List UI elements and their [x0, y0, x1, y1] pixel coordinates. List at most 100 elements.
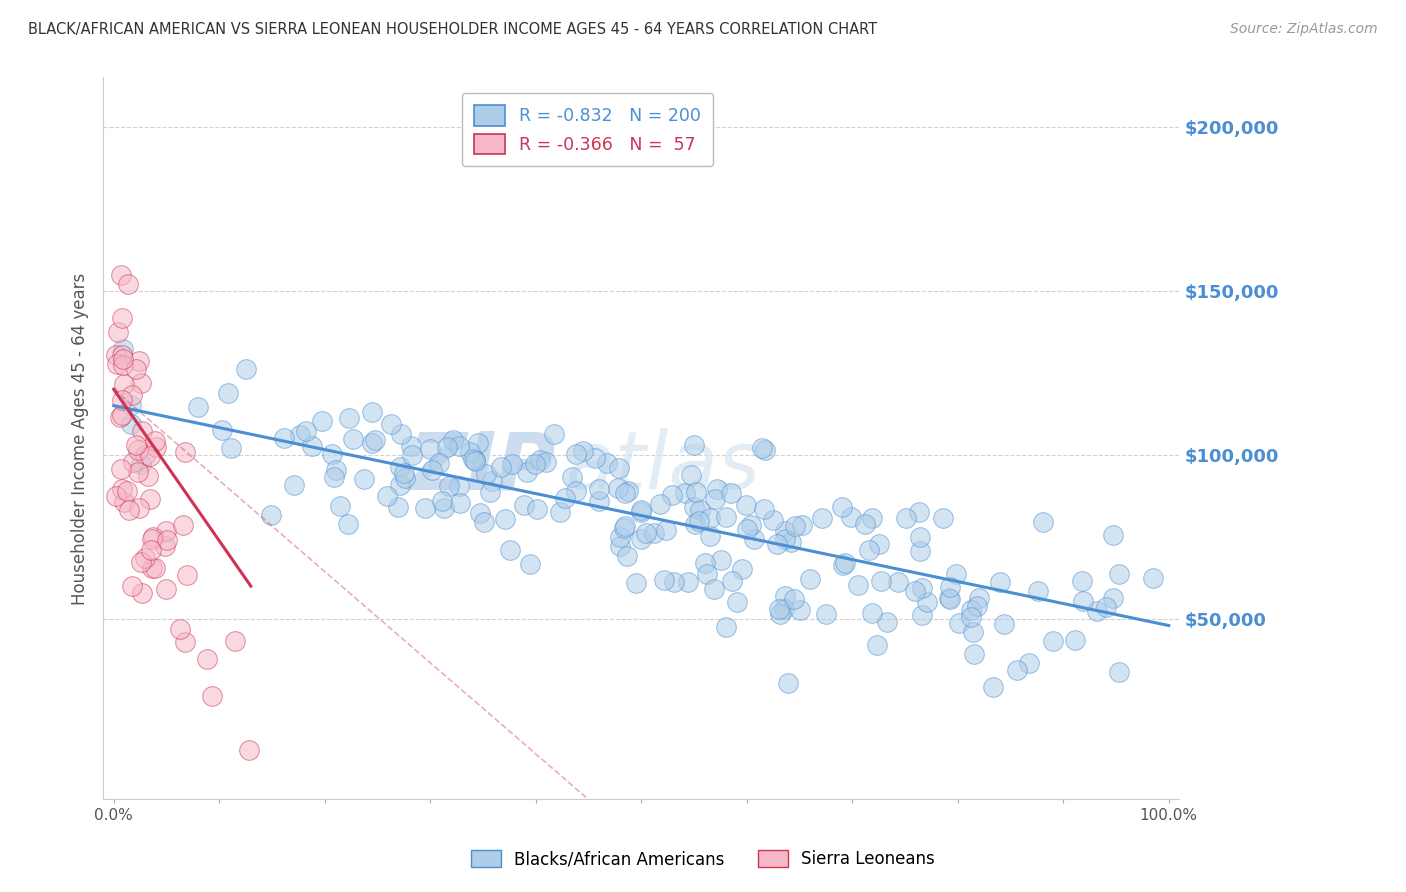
Point [491, 459, 513, 474]
Point [238, 743, 260, 757]
Point [630, 532, 652, 546]
Point [683, 500, 706, 514]
Point [464, 453, 486, 467]
Point [187, 400, 209, 414]
Point [693, 556, 716, 570]
Point [1064, 633, 1087, 648]
Point [696, 566, 718, 581]
Point [107, 325, 129, 339]
Point [105, 348, 128, 362]
Point [613, 519, 636, 533]
Point [413, 500, 436, 515]
Point [145, 561, 167, 575]
Point [375, 489, 398, 503]
Point [945, 567, 967, 582]
Point [832, 558, 855, 572]
Point [475, 467, 498, 481]
Point [437, 479, 460, 493]
Point [111, 342, 134, 356]
Point [887, 575, 910, 590]
Point [481, 474, 503, 488]
Point [588, 482, 610, 496]
Point [839, 510, 862, 524]
Point [364, 434, 387, 448]
Point [662, 575, 685, 590]
Y-axis label: Householder Income Ages 45 - 64 years: Householder Income Ages 45 - 64 years [72, 272, 89, 605]
Point [131, 424, 153, 438]
Point [765, 537, 787, 551]
Point [129, 458, 152, 472]
Legend: Blacks/African Americans, Sierra Leoneans: Blacks/African Americans, Sierra Leonean… [464, 843, 942, 875]
Point [127, 466, 149, 480]
Point [966, 599, 988, 613]
Point [714, 510, 737, 524]
Point [981, 680, 1004, 694]
Point [499, 543, 522, 558]
Point [1108, 665, 1130, 679]
Text: BLACK/AFRICAN AMERICAN VS SIERRA LEONEAN HOUSEHOLDER INCOME AGES 45 - 64 YEARS C: BLACK/AFRICAN AMERICAN VS SIERRA LEONEAN… [28, 22, 877, 37]
Point [111, 310, 134, 325]
Point [321, 447, 343, 461]
Point [112, 352, 135, 367]
Point [643, 525, 665, 540]
Point [128, 500, 150, 515]
Point [524, 457, 547, 471]
Point [110, 410, 132, 425]
Point [479, 485, 502, 500]
Point [111, 408, 134, 422]
Point [588, 494, 610, 508]
Point [449, 496, 471, 510]
Point [447, 479, 470, 493]
Point [967, 591, 990, 605]
Point [583, 450, 606, 465]
Point [436, 440, 458, 454]
Point [323, 470, 346, 484]
Point [283, 478, 305, 492]
Point [156, 533, 179, 547]
Point [141, 532, 163, 546]
Point [131, 585, 153, 599]
Point [609, 461, 631, 475]
Point [353, 472, 375, 486]
Point [155, 582, 177, 596]
Point [1005, 663, 1028, 677]
Point [706, 483, 728, 497]
Point [915, 595, 938, 609]
Point [1094, 600, 1116, 615]
Point [110, 268, 132, 282]
Point [908, 530, 931, 544]
Point [217, 385, 239, 400]
Point [447, 439, 470, 453]
Point [783, 519, 806, 533]
Point [120, 417, 142, 431]
Point [380, 417, 402, 431]
Point [172, 517, 194, 532]
Point [607, 481, 630, 495]
Point [1102, 528, 1125, 542]
Point [932, 511, 955, 525]
Point [853, 517, 876, 532]
Point [613, 521, 636, 535]
Point [630, 503, 652, 517]
Point [301, 439, 323, 453]
Point [609, 530, 631, 544]
Point [139, 449, 162, 463]
Point [908, 544, 931, 558]
Point [811, 511, 834, 525]
Point [904, 584, 927, 599]
Point [433, 501, 456, 516]
Point [689, 503, 711, 517]
Point [721, 574, 744, 588]
Point [778, 676, 800, 690]
Point [461, 452, 484, 467]
Point [742, 533, 765, 547]
Point [894, 511, 917, 525]
Point [789, 603, 811, 617]
Point [125, 362, 148, 376]
Point [799, 572, 821, 586]
Point [260, 508, 283, 522]
Point [361, 436, 384, 450]
Point [740, 517, 762, 532]
Point [388, 478, 411, 492]
Point [699, 529, 721, 543]
